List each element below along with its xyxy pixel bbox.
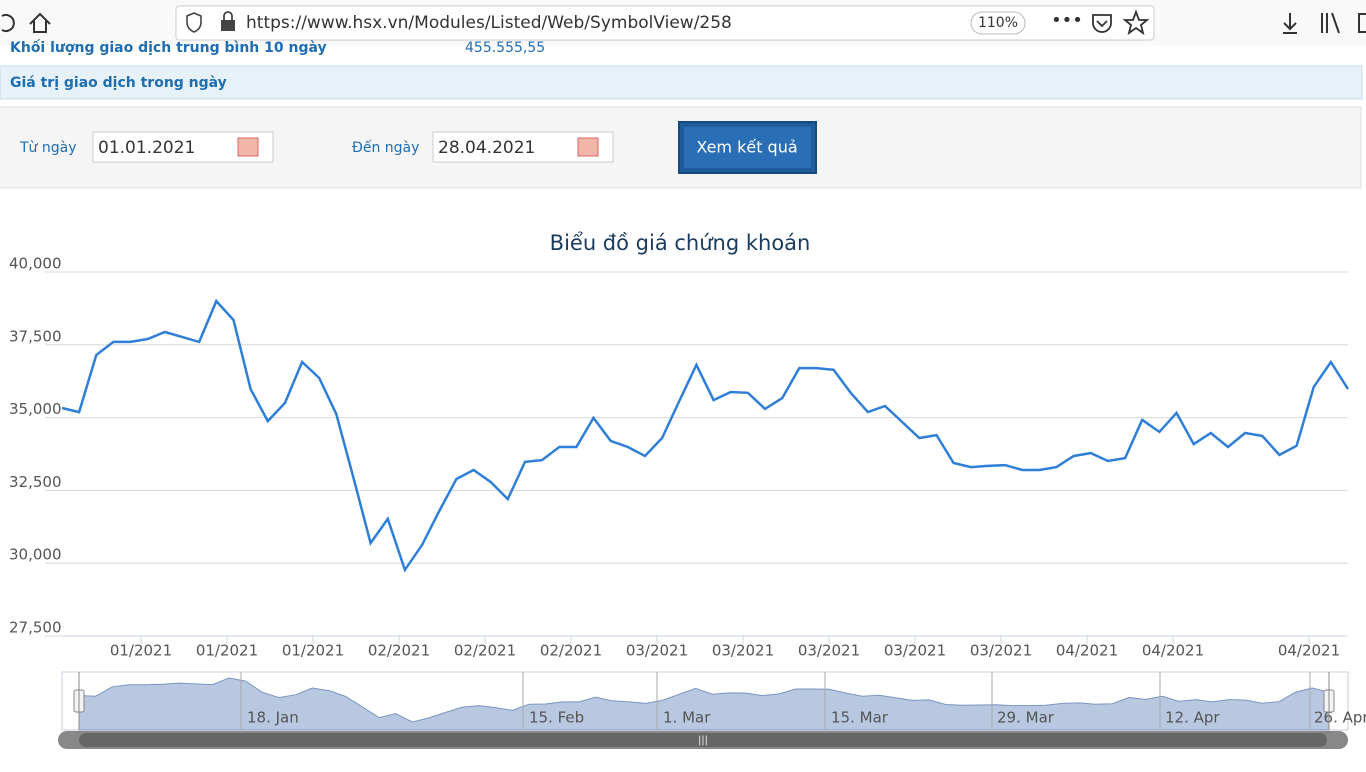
library-icon[interactable] [1321,12,1340,34]
y-tick-label: 40,000 [9,255,62,273]
x-tick-label: 03/2021 [626,642,688,660]
url-bar[interactable] [175,5,1155,41]
x-tick-label: 02/2021 [540,642,602,660]
zoom-badge[interactable] [970,11,1026,35]
home-button[interactable] [29,12,51,33]
calendar-icon[interactable] [237,137,259,157]
menu-dots[interactable]: ••• [1051,10,1083,31]
sidebar-icon[interactable] [1358,13,1366,33]
y-tick-label: 27,500 [9,619,62,637]
scrollbar-thumb[interactable] [79,733,1327,747]
y-tick-label: 30,000 [9,546,62,564]
submit-inner[interactable] [684,127,811,168]
shield-icon[interactable] [186,12,202,33]
navigator-area [78,677,1330,731]
navigator-label: 15. Feb [529,709,584,727]
chart-title: Biểu đồ giá chứng khoán [550,231,811,255]
to-label: Đến ngày [352,139,419,156]
x-tick-label: 03/2021 [970,642,1032,660]
url-text[interactable]: https://www.hsx.vn/Modules/Listed/Web/Sy… [246,13,732,33]
navigator-label: 15. Mar [831,709,889,727]
bookmark-star[interactable] [1122,9,1150,36]
x-tick-label: 01/2021 [282,642,344,660]
y-tick-label: 35,000 [9,400,62,418]
lock-icon[interactable] [221,20,235,31]
reload-button[interactable] [1,14,15,32]
info-label: Khối lượng giao dịch trung bình 10 ngày [10,39,327,56]
navigator-label: 1. Mar [663,709,711,727]
y-tick-label: 37,500 [9,327,62,345]
calendar-icon[interactable] [577,137,599,157]
to-value[interactable]: 28.04.2021 [438,138,535,158]
info-label: Giá trị giao dịch trong ngày [10,75,227,91]
info-row [0,65,1363,100]
y-tick-label: 32,500 [9,473,62,491]
submit-label[interactable]: Xem kết quả [696,138,797,157]
info-value: 455.555,55 [465,40,545,56]
from-value[interactable]: 01.01.2021 [98,138,195,158]
from-label: Từ ngày [19,140,77,156]
navigator-label: 18. Jan [247,709,299,727]
zoom-text[interactable]: 110% [978,15,1018,31]
x-tick-label: 02/2021 [454,642,516,660]
x-tick-label: 01/2021 [110,642,172,660]
price-line [61,298,1350,573]
navigator-label: 12. Apr [1165,709,1220,727]
x-tick-label: 03/2021 [884,642,946,660]
navigator-label: 26. Apr [1314,709,1366,727]
x-tick-label: 04/2021 [1278,642,1340,660]
x-tick-label: 04/2021 [1056,642,1118,660]
x-tick-label: 01/2021 [196,642,258,660]
downloads-icon[interactable] [1283,13,1297,34]
x-tick-label: 04/2021 [1142,642,1204,660]
x-tick-label: 03/2021 [798,642,860,660]
pocket-icon[interactable] [1092,14,1112,33]
scroll-grip[interactable]: ||| [698,735,708,746]
lock-shackle [223,11,233,20]
x-tick-label: 03/2021 [712,642,774,660]
x-tick-label: 02/2021 [368,642,430,660]
info-row [0,46,1366,66]
navigator-label: 29. Mar [997,709,1055,727]
